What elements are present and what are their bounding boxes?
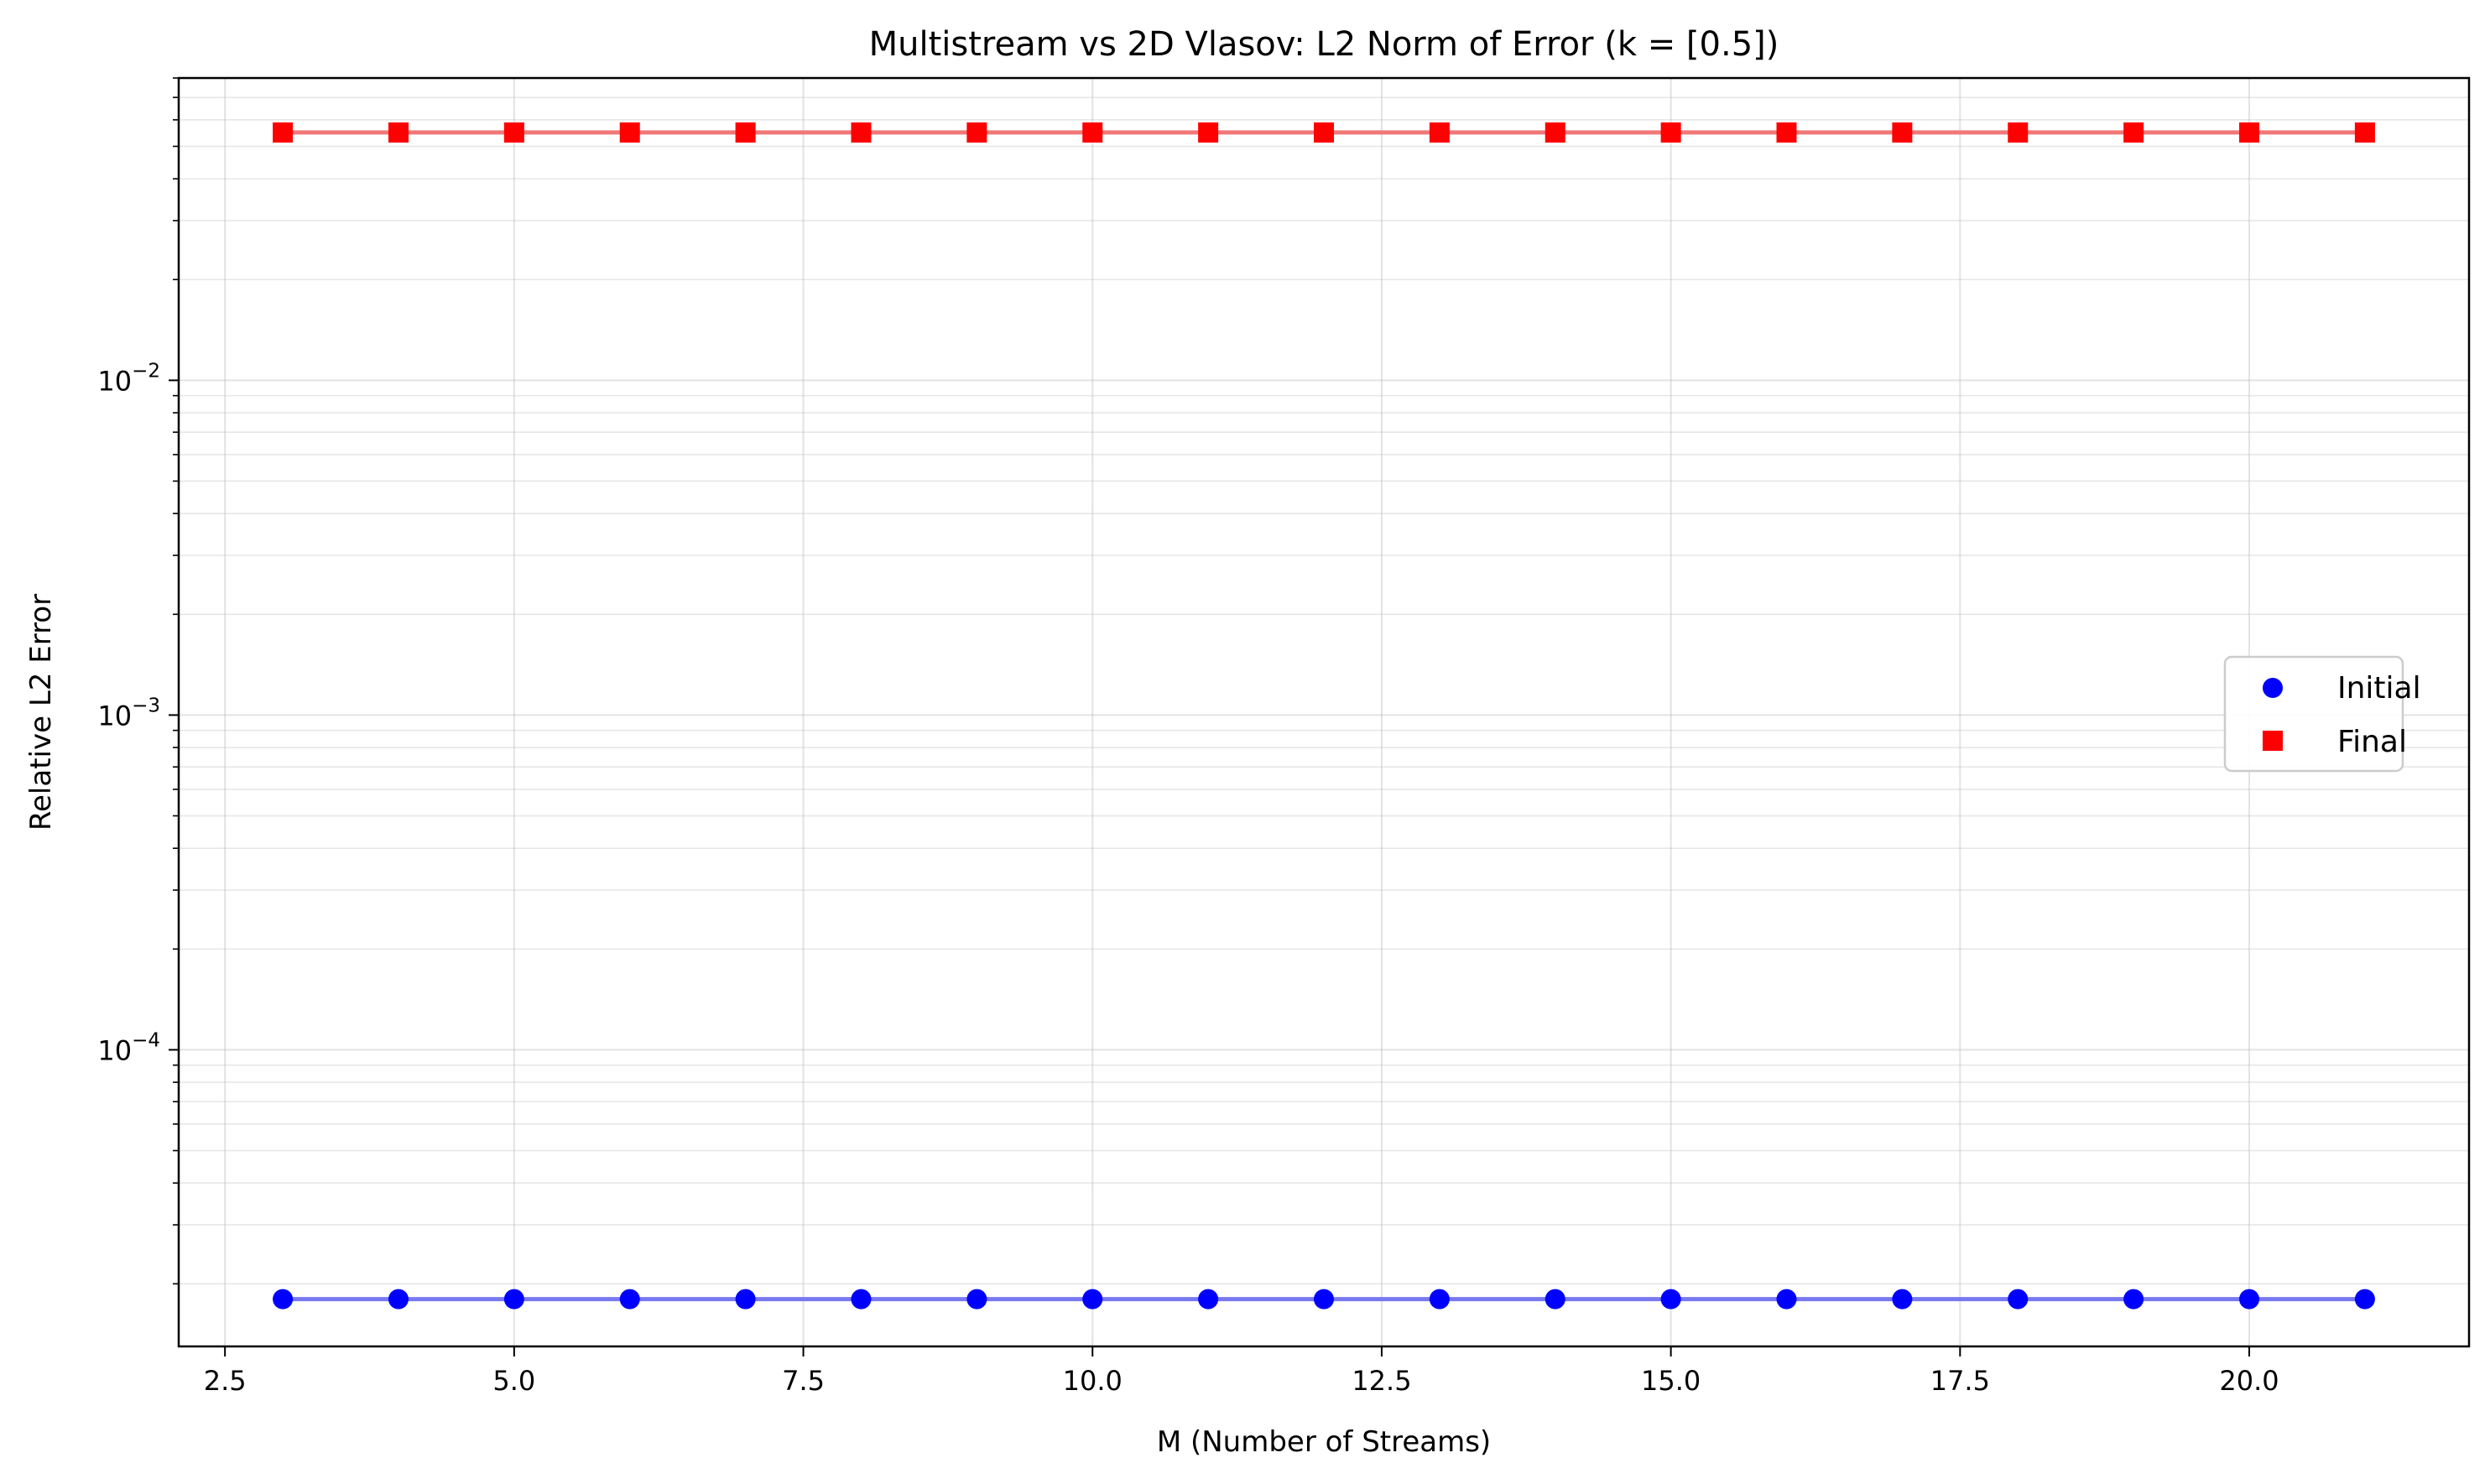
data-point-final: [1082, 122, 1103, 143]
data-point-initial: [273, 1289, 294, 1310]
data-point-final: [619, 122, 640, 143]
axes: 2.5 5.0 7.5 10.0 12.5 15.0 17.5 20.0 10−4 10−3 10−…: [97, 77, 2279, 1397]
data-point-initial: [966, 1289, 987, 1310]
y-tick-label: 10−4: [97, 1029, 160, 1066]
data-point-final: [1429, 122, 1450, 143]
data-point-final: [2354, 122, 2375, 143]
data-point-initial: [1660, 1289, 1681, 1310]
legend-initial-marker: [2263, 678, 2283, 698]
data-point-final: [1545, 122, 1565, 143]
data-point-initial: [735, 1289, 756, 1310]
data-point-final: [1314, 122, 1334, 143]
data-point-final: [388, 122, 409, 143]
data-point-initial: [1892, 1289, 1913, 1310]
y-axis-label: Relative L2 Error: [24, 594, 58, 831]
plot-area-frame: [177, 76, 2471, 1348]
data-point-final: [1776, 122, 1797, 143]
data-point-initial: [1314, 1289, 1334, 1310]
data-point-final: [1660, 122, 1681, 143]
data-point-final: [2008, 122, 2029, 143]
y-tick-label: 10−3: [97, 695, 160, 732]
grid: [179, 77, 2469, 1346]
data-point-initial: [388, 1289, 409, 1310]
data-point-final: [2123, 122, 2144, 143]
data-point-initial: [1776, 1289, 1797, 1310]
data-point-initial: [2354, 1289, 2375, 1310]
series-layer: [273, 122, 2375, 1310]
data-point-initial: [2008, 1289, 2029, 1310]
data-point-final: [851, 122, 872, 143]
x-tick-label: 15.0: [1641, 1365, 1701, 1397]
data-point-initial: [2239, 1289, 2260, 1310]
x-tick-label: 12.5: [1352, 1365, 1411, 1397]
x-tick-label: 2.5: [204, 1365, 247, 1397]
data-point-initial: [619, 1289, 640, 1310]
data-point-initial: [2123, 1289, 2144, 1310]
legend-final-label: Final: [2337, 725, 2407, 759]
data-point-final: [735, 122, 756, 143]
data-point-final: [1198, 122, 1219, 143]
data-point-final: [503, 122, 524, 143]
x-tick-label: 17.5: [1930, 1365, 1990, 1397]
data-point-final: [1892, 122, 1913, 143]
data-point-initial: [503, 1289, 524, 1310]
data-point-final: [273, 122, 294, 143]
x-tick-label: 20.0: [2219, 1365, 2279, 1397]
data-point-final: [966, 122, 987, 143]
x-tick-label: 10.0: [1063, 1365, 1123, 1397]
x-tick-label: 7.5: [782, 1365, 825, 1397]
data-point-initial: [851, 1289, 872, 1310]
data-point-initial: [1545, 1289, 1565, 1310]
data-point-initial: [1082, 1289, 1103, 1310]
data-point-final: [2239, 122, 2260, 143]
x-axis-label: M (Number of Streams): [1157, 1425, 1491, 1459]
data-point-initial: [1429, 1289, 1450, 1310]
data-point-initial: [1198, 1289, 1219, 1310]
chart-title: Multistream vs 2D Vlasov: L2 Norm of Err…: [869, 25, 1779, 64]
legend-final-marker: [2263, 731, 2283, 751]
y-tick-label: 10−2: [97, 360, 160, 397]
legend: Initial Final: [2223, 655, 2421, 773]
legend-initial-label: Initial: [2337, 671, 2421, 706]
x-tick-label: 5.0: [492, 1365, 535, 1397]
